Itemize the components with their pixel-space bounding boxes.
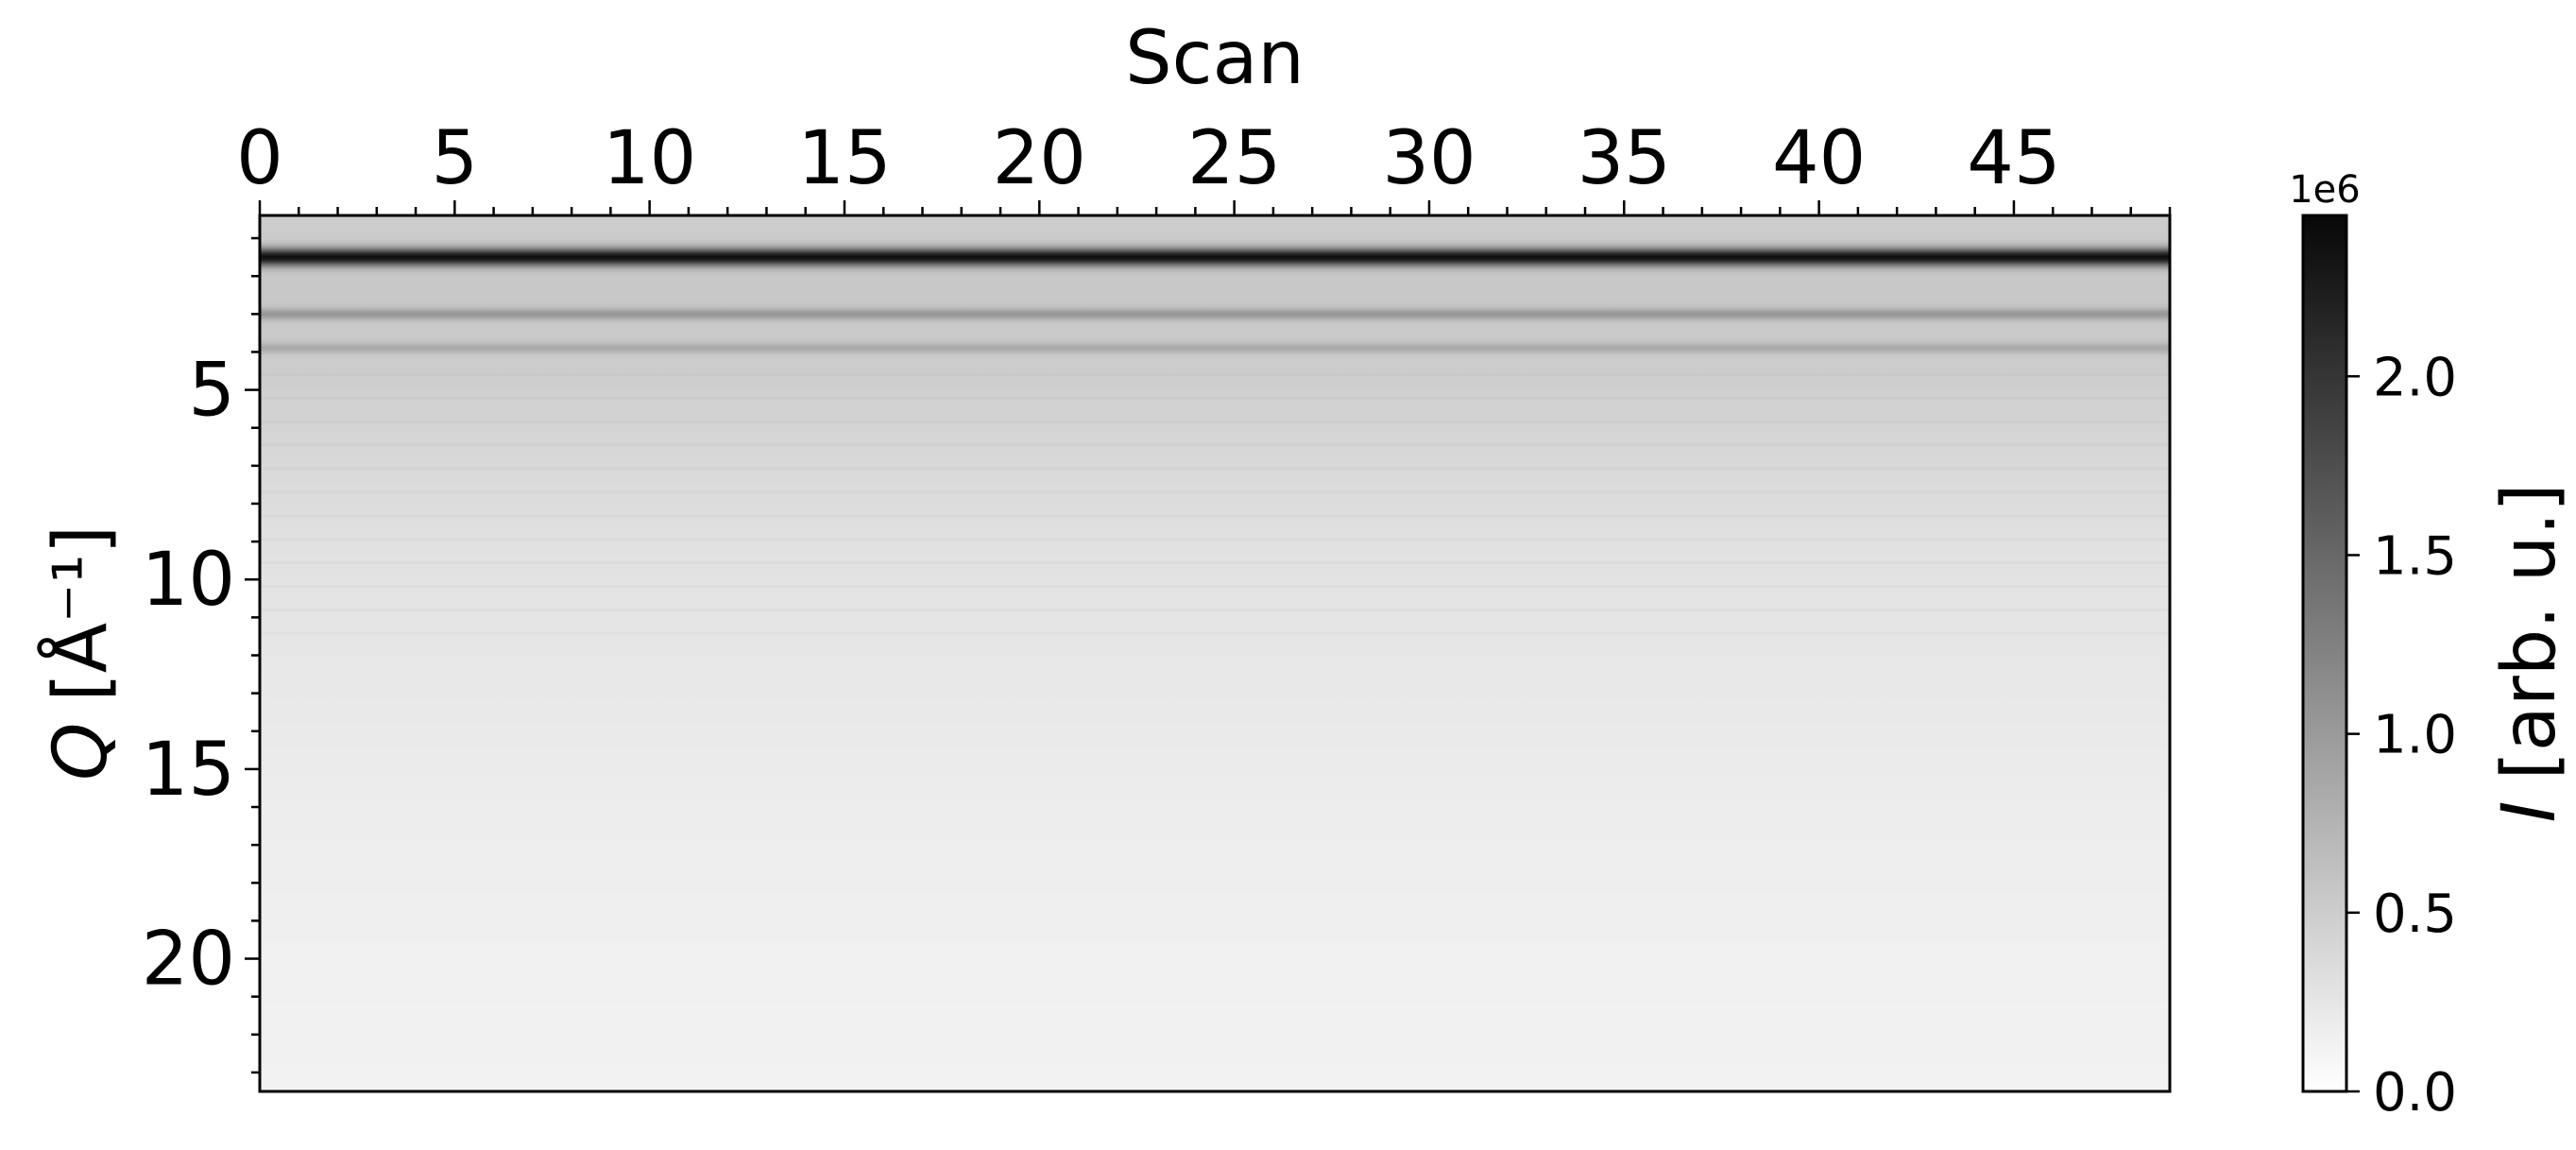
- colorbar-label: I [arb. u.]: [2487, 483, 2572, 822]
- heatmap-image: [260, 215, 2170, 1091]
- colorbar-label-unit: [arb. u.]: [2487, 483, 2572, 780]
- y-axis-ticks: 5 10 15 20: [142, 236, 260, 1074]
- colorbar-tick-label: 0.5: [2373, 884, 2457, 945]
- colorbar-tick-label: 2.0: [2373, 347, 2457, 408]
- x-axis-ticks: 0 5 10 15 20 25 30 35 40 45: [236, 116, 2172, 215]
- y-tick-label: 15: [142, 728, 235, 813]
- colorbar-label-symbol: I: [2487, 801, 2572, 823]
- colorbar: [2301, 214, 2348, 1093]
- y-axis-label-symbol: Q: [39, 723, 124, 781]
- y-axis-label-unit: [Å⁻¹]: [37, 525, 124, 702]
- x-tick-label: 25: [1187, 116, 1281, 201]
- plot-frame: [258, 214, 2172, 1093]
- x-tick-label: 10: [603, 116, 696, 201]
- y-tick-label: 5: [188, 349, 235, 434]
- x-tick-label: 30: [1382, 116, 1476, 201]
- colorbar-tick-label: 1.0: [2373, 705, 2457, 766]
- x-tick-label: 45: [1967, 116, 2060, 201]
- x-tick-label: 35: [1578, 116, 1671, 201]
- colorbar-exponent: 1e6: [2289, 168, 2361, 212]
- x-tick-label: 5: [432, 116, 479, 201]
- colorbar-tick-label: 0.0: [2373, 1062, 2457, 1124]
- x-tick-label: 20: [993, 116, 1086, 201]
- y-axis-label: Q [Å⁻¹]: [37, 525, 124, 781]
- x-tick-label: 0: [236, 116, 283, 201]
- x-tick-label: 15: [797, 116, 891, 201]
- x-axis-label: Scan: [1125, 16, 1305, 101]
- colorbar-tick-label: 1.5: [2373, 525, 2457, 587]
- y-tick-label: 10: [142, 538, 235, 623]
- x-tick-label: 40: [1772, 116, 1866, 201]
- colorbar-ticks: 0.0 0.5 1.0 1.5 2.0: [2346, 347, 2457, 1124]
- y-tick-label: 20: [142, 918, 235, 1003]
